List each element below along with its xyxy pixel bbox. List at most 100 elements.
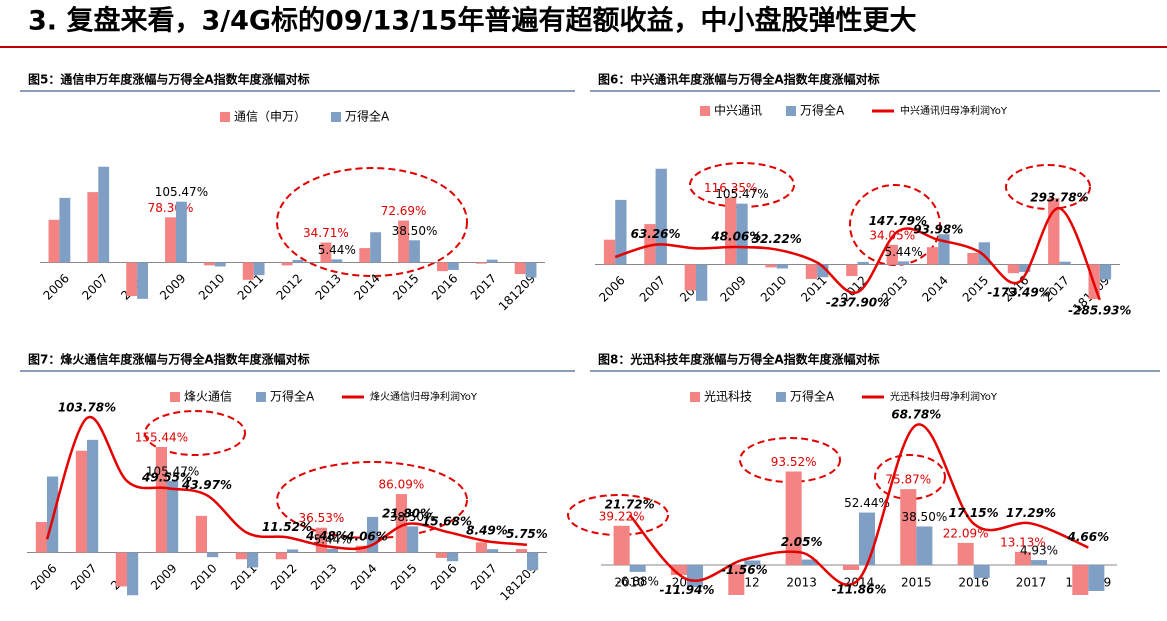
x-tick-label: 2010 (758, 273, 789, 304)
bar (655, 168, 667, 265)
highlight (144, 410, 246, 456)
line-data-label: -11.94% (660, 583, 715, 597)
bar (253, 262, 265, 276)
legend-label: 烽火通信归母净利润YoY (370, 390, 478, 403)
bar (437, 262, 448, 272)
line-data-label: 68.78% (891, 407, 941, 421)
line-data-label: 32.22% (752, 232, 802, 246)
line-data-label: -285.93% (1068, 303, 1131, 317)
bar (1031, 560, 1048, 565)
x-tick-label: 2006 (41, 271, 72, 302)
bar (1019, 264, 1031, 272)
line-series (614, 207, 1101, 301)
bar (75, 450, 87, 553)
bar (214, 262, 226, 267)
legend-swatch (256, 392, 266, 402)
x-tick-label: 2014 (348, 561, 379, 592)
x-tick-label: 2010 (188, 561, 219, 592)
line-data-label: -1.56% (721, 563, 768, 577)
bar (629, 565, 646, 572)
x-tick-label: 2016 (428, 561, 459, 592)
bar (35, 521, 47, 553)
x-tick-label: 2010 (614, 576, 645, 590)
bar (327, 548, 339, 553)
data-label: 86.09% (379, 478, 425, 492)
bar (525, 262, 537, 278)
bar (447, 262, 459, 270)
bar (292, 259, 304, 263)
x-tick-label: 181209 (496, 271, 538, 313)
bar (320, 242, 332, 263)
bar (1048, 198, 1060, 265)
bar (127, 552, 139, 596)
bar (203, 262, 215, 266)
bar (695, 264, 708, 301)
data-label: 105.47% (146, 464, 199, 478)
bar (957, 542, 974, 565)
slide-title: 3. 复盘来看，3/4G标的09/13/15年普遍有超额收益，中小盘股弹性更大 (28, 5, 916, 37)
bar (1059, 261, 1071, 265)
bar (87, 192, 99, 263)
bar (359, 248, 371, 263)
line-data-label: 63.26% (631, 227, 681, 241)
bar (859, 512, 876, 565)
line-data-label: 17.15% (949, 506, 999, 520)
bar (281, 262, 293, 266)
bar (247, 552, 259, 568)
line-series (45, 415, 528, 551)
bar (613, 525, 630, 565)
bar (486, 259, 498, 263)
bar (801, 559, 818, 565)
bar (916, 526, 933, 565)
bar (207, 552, 219, 558)
data-label: 75.87% (885, 473, 931, 487)
bar (126, 262, 138, 296)
bar (776, 264, 789, 269)
line-data-label: -173.49% (987, 286, 1050, 300)
bar (98, 166, 110, 263)
legend-label: 烽火通信 (184, 390, 232, 404)
line-data-label: 2.05% (781, 535, 823, 549)
bar (447, 552, 459, 562)
bar (785, 471, 802, 565)
bar (115, 552, 127, 587)
data-label: 116.35% (704, 181, 757, 195)
line-data-label: 15.68% (422, 514, 472, 528)
line-data-label: 93.98% (913, 222, 963, 236)
bar (59, 197, 71, 263)
data-label: 5.44% (318, 243, 356, 257)
data-label: 38.50% (901, 510, 947, 524)
legend-swatch (331, 112, 341, 122)
legend-swatch (220, 112, 230, 122)
x-tick-label: 2014 (919, 273, 950, 304)
bar (48, 219, 60, 263)
bar (275, 552, 287, 560)
legend-label: 万得全A (345, 109, 390, 124)
legend-label: 通信（申万） (234, 110, 306, 124)
bar (398, 220, 410, 263)
bar (527, 552, 539, 571)
bar (487, 549, 499, 553)
bar (475, 542, 487, 553)
legend-label: 中兴通讯归母净利润YoY (900, 104, 1008, 117)
bar (315, 527, 327, 553)
bar (736, 203, 748, 265)
bar (409, 240, 420, 263)
line-data-label: 147.79% (869, 214, 927, 228)
x-tick-label: 2013 (312, 271, 343, 302)
line-data-label: 49.55% (141, 471, 192, 485)
data-label: 34.71% (303, 226, 349, 240)
bar (615, 199, 627, 265)
chart-title: 图7：烽火通信年度涨幅与万得全A指数年度涨幅对标 (28, 352, 310, 367)
bar (175, 201, 187, 263)
x-tick-label: 2014 (844, 576, 875, 590)
bar (87, 439, 99, 553)
line-series (628, 423, 1089, 587)
data-label: 105.47% (155, 185, 208, 199)
bar (857, 261, 869, 265)
bar (235, 552, 247, 560)
bar (165, 217, 176, 263)
bar (475, 262, 487, 264)
bar (644, 224, 656, 265)
bar (886, 244, 898, 265)
